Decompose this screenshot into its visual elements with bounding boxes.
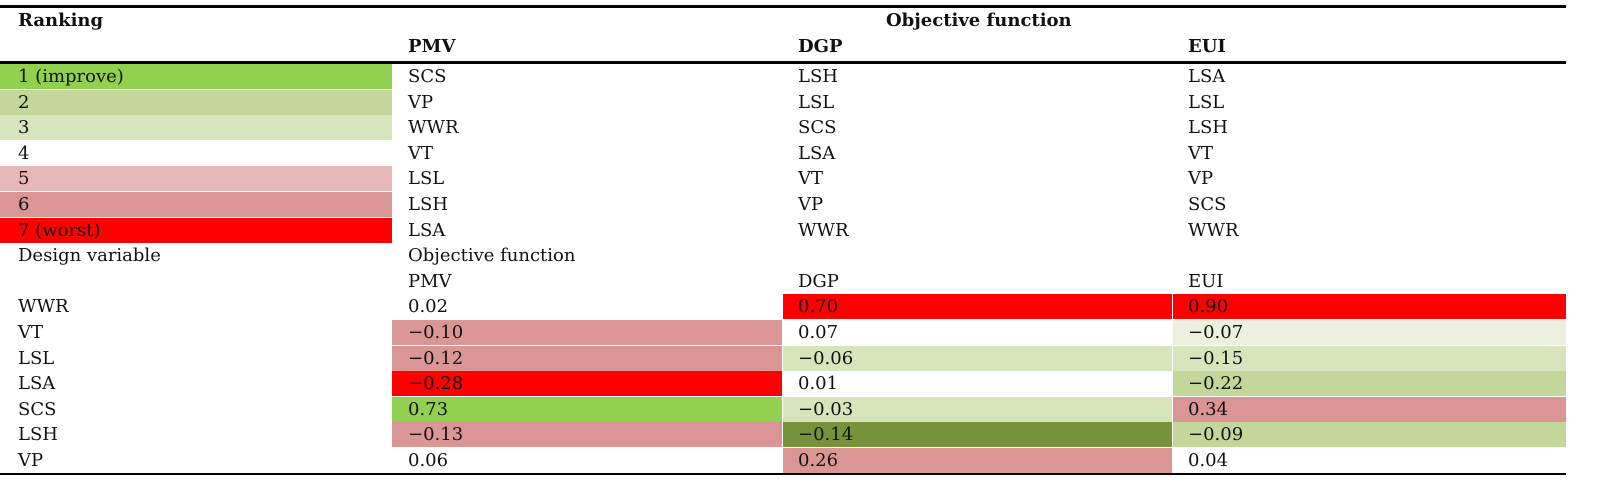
rank-label: 7 (worst) — [18, 219, 101, 241]
correlation-value: −0.14 — [798, 424, 854, 446]
cell-fill — [783, 448, 1172, 473]
variable-name: VP — [798, 194, 824, 215]
correlation-value: −0.15 — [1188, 347, 1244, 369]
cell-fill — [1173, 396, 1566, 422]
cell-fill — [1173, 448, 1566, 473]
variable-name: WWR — [408, 117, 459, 139]
group-header: Objective function — [886, 10, 1072, 31]
cell-fill — [783, 320, 1172, 345]
column-header: PMV — [408, 36, 456, 57]
cell-fill — [783, 294, 1172, 320]
column-header: EUI — [1188, 270, 1224, 292]
correlation-value: 0.70 — [798, 296, 839, 318]
rank-label: 1 (improve) — [18, 66, 124, 87]
rank-swatch — [0, 192, 392, 217]
correlation-value: −0.28 — [408, 373, 464, 395]
rank-swatch — [0, 89, 392, 115]
rank-label: 4 — [18, 142, 30, 164]
objective-header: Objective function — [408, 245, 576, 267]
correlation-value: 0.04 — [1188, 450, 1229, 471]
cell-fill — [1173, 345, 1566, 371]
cell-fill — [783, 371, 1172, 397]
correlation-value: −0.06 — [798, 347, 854, 369]
correlation-value: −0.22 — [1188, 373, 1244, 395]
top-rule — [0, 5, 1566, 8]
variable-name: LSH — [798, 66, 838, 87]
bottom-rule — [0, 473, 1566, 475]
rank-label: 5 — [18, 168, 30, 190]
variable-name: VT — [1188, 142, 1214, 164]
variable-name: SCS — [18, 398, 57, 420]
correlation-value: −0.12 — [408, 347, 464, 369]
rank-swatch — [0, 140, 392, 166]
variable-name: LSA — [1188, 66, 1226, 87]
cell-fill — [392, 371, 782, 397]
correlation-value: −0.10 — [408, 322, 464, 343]
column-header: DGP — [798, 270, 839, 292]
variable-name: VP — [408, 91, 434, 113]
correlation-value: −0.13 — [408, 424, 464, 446]
correlation-value: 0.02 — [408, 296, 449, 318]
cell-fill — [1173, 371, 1566, 397]
cell-fill — [392, 294, 782, 320]
correlation-value: −0.09 — [1188, 424, 1244, 446]
rank-label: 3 — [18, 117, 30, 139]
header-rule — [0, 61, 1566, 64]
rank-swatch — [0, 115, 392, 141]
cell-fill — [783, 422, 1172, 448]
variable-name: VT — [798, 168, 824, 190]
column-header: PMV — [408, 270, 452, 292]
cell-fill — [392, 320, 782, 345]
variable-name: VP — [1188, 168, 1214, 190]
variable-name: WWR — [1188, 219, 1239, 241]
cell-fill — [392, 345, 782, 371]
variable-name: LSL — [408, 168, 445, 190]
rank-swatch — [0, 217, 392, 243]
column-header: EUI — [1188, 36, 1226, 57]
variable-name: LSH — [18, 424, 58, 446]
variable-name: LSA — [408, 219, 446, 241]
cell-fill — [783, 345, 1172, 371]
variable-name: SCS — [1188, 194, 1227, 215]
correlation-value: 0.34 — [1188, 398, 1229, 420]
variable-name: WWR — [798, 219, 849, 241]
correlation-value: 0.73 — [408, 398, 449, 420]
cell-fill — [392, 448, 782, 473]
variable-name: LSA — [18, 373, 56, 395]
correlation-value: 0.07 — [798, 322, 839, 343]
rank-swatch — [0, 166, 392, 192]
cell-fill — [783, 396, 1172, 422]
correlation-value: −0.03 — [798, 398, 854, 420]
variable-name: LSH — [408, 194, 448, 215]
cell-fill — [392, 422, 782, 448]
rank-label: 6 — [18, 194, 30, 215]
correlation-value: 0.06 — [408, 450, 449, 471]
variable-name: WWR — [18, 296, 69, 318]
cell-fill — [1173, 294, 1566, 320]
variable-name: SCS — [408, 66, 447, 87]
variable-name: VT — [18, 322, 44, 343]
correlation-value: 0.26 — [798, 450, 839, 471]
cell-fill — [1173, 422, 1566, 448]
rank-label: 2 — [18, 91, 30, 113]
design-variable-header: Design variable — [18, 245, 161, 267]
rank-swatch — [0, 64, 392, 89]
cell-fill — [1173, 320, 1566, 345]
variable-name: LSL — [798, 91, 835, 113]
correlation-value: −0.07 — [1188, 322, 1244, 343]
variable-name: LSH — [1188, 117, 1228, 139]
correlation-value: 0.90 — [1188, 296, 1229, 318]
variable-name: LSA — [798, 142, 836, 164]
correlation-value: 0.01 — [798, 373, 839, 395]
ranking-header: Ranking — [18, 10, 104, 31]
variable-name: LSL — [1188, 91, 1225, 113]
cell-fill — [392, 396, 782, 422]
variable-name: LSL — [18, 347, 55, 369]
variable-name: VP — [18, 450, 44, 471]
variable-name: SCS — [798, 117, 837, 139]
variable-name: VT — [408, 142, 434, 164]
column-header: DGP — [798, 36, 843, 57]
